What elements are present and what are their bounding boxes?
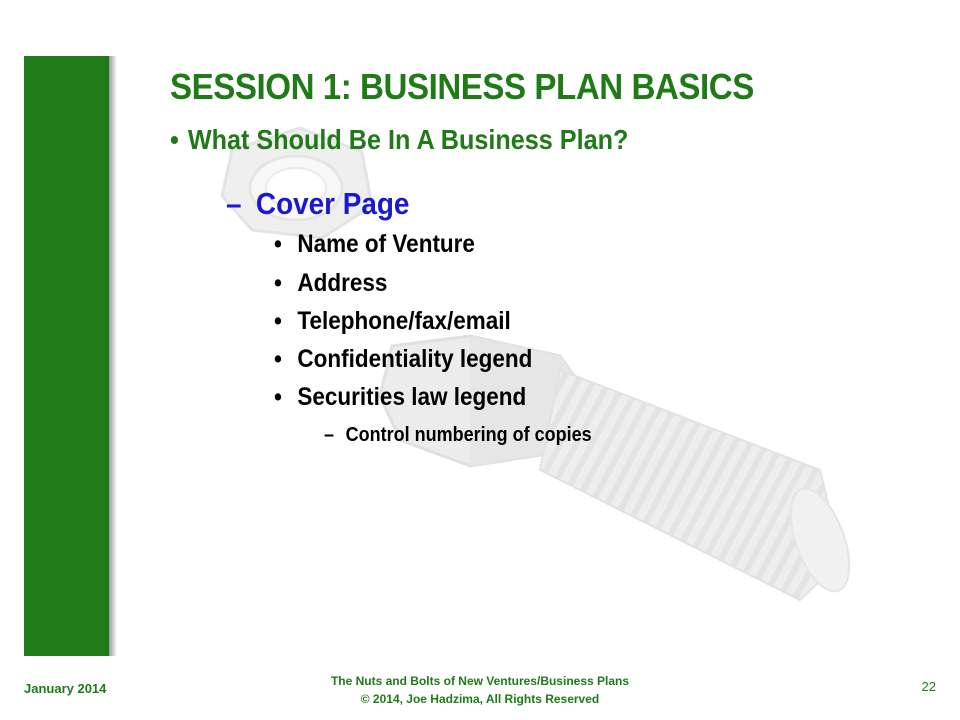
level3-bullet-item: • Address xyxy=(274,269,387,298)
green-side-band xyxy=(24,56,109,656)
footer-line2: © 2014, Joe Hadzima, All Rights Reserved xyxy=(360,692,600,706)
level3-text: Address xyxy=(297,269,388,297)
level3-bullet-item: • Confidentiality legend xyxy=(274,345,532,374)
page-number: 22 xyxy=(921,679,936,694)
footer-credits: The Nuts and Bolts of New Ventures/Busin… xyxy=(280,672,680,708)
footer-date: January 2014 xyxy=(24,681,107,696)
level1-text: What Should Be In A Business Plan? xyxy=(187,124,629,155)
bullet-icon: • xyxy=(274,307,282,335)
footer-line1: The Nuts and Bolts of New Ventures/Busin… xyxy=(330,674,630,688)
dash-icon: – xyxy=(226,186,242,221)
level3-text: Name of Venture xyxy=(297,230,475,258)
level4-dash-item: – Control numbering of copies xyxy=(324,424,592,447)
level2-dash-item: – Cover Page xyxy=(226,186,409,222)
level3-text: Securities law legend xyxy=(297,383,527,411)
bullet-icon: • xyxy=(274,383,282,411)
level4-text: Control numbering of copies xyxy=(345,424,592,446)
slide-title: SESSION 1: BUSINESS PLAN BASICS xyxy=(170,66,754,107)
bullet-icon: • xyxy=(170,124,179,155)
level3-text: Telephone/fax/email xyxy=(297,307,511,335)
bullet-icon: • xyxy=(274,269,282,297)
level3-bullet-item: • Telephone/fax/email xyxy=(274,307,511,336)
bullet-icon: • xyxy=(274,345,282,373)
level3-bullet-item: • Securities law legend xyxy=(274,383,526,412)
level3-text: Confidentiality legend xyxy=(297,345,533,373)
level1-bullet-item: • What Should Be In A Business Plan? xyxy=(170,124,628,156)
level3-bullet-item: • Name of Venture xyxy=(274,230,475,259)
green-band-shadow xyxy=(109,56,117,656)
bullet-icon: • xyxy=(274,230,282,258)
dash-icon: – xyxy=(324,424,335,446)
level2-text: Cover Page xyxy=(255,186,410,221)
